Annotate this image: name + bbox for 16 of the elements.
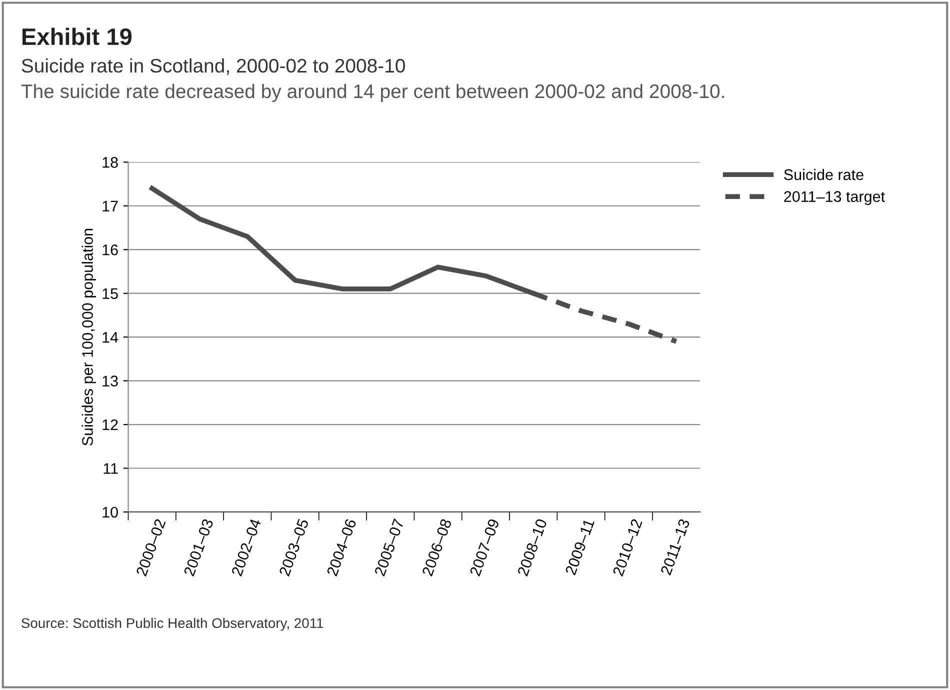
y-tick-label: 16: [102, 244, 118, 256]
legend-label: Suicide rate: [784, 168, 864, 180]
y-tick-label: 11: [104, 463, 118, 474]
y-tick-label: 12: [102, 419, 118, 430]
chart-title: Exhibit 19: [22, 28, 132, 46]
y-tick-label: 17: [102, 200, 118, 212]
text: The suicide rate decreased by around 14 per cent between 2000-02 and 2008-10.: [21, 84, 724, 102]
y-tick-label: 18: [102, 157, 118, 168]
y-axis-title: Suicides per 100,000 population: [82, 228, 96, 446]
chart-subtitle: Suicide rate in Scotland, 2000-02 to 2008-10: [22, 58, 405, 75]
y-tick-label: 13: [102, 376, 118, 386]
y-tick-label: 15: [102, 288, 118, 300]
source-note: Source: Scottish Public Health Observatory, 2011: [22, 618, 324, 631]
y-tick-label: 14: [102, 332, 118, 343]
y-tick-label: 10: [102, 506, 118, 518]
legend-label: 2011–13 target: [784, 191, 885, 206]
